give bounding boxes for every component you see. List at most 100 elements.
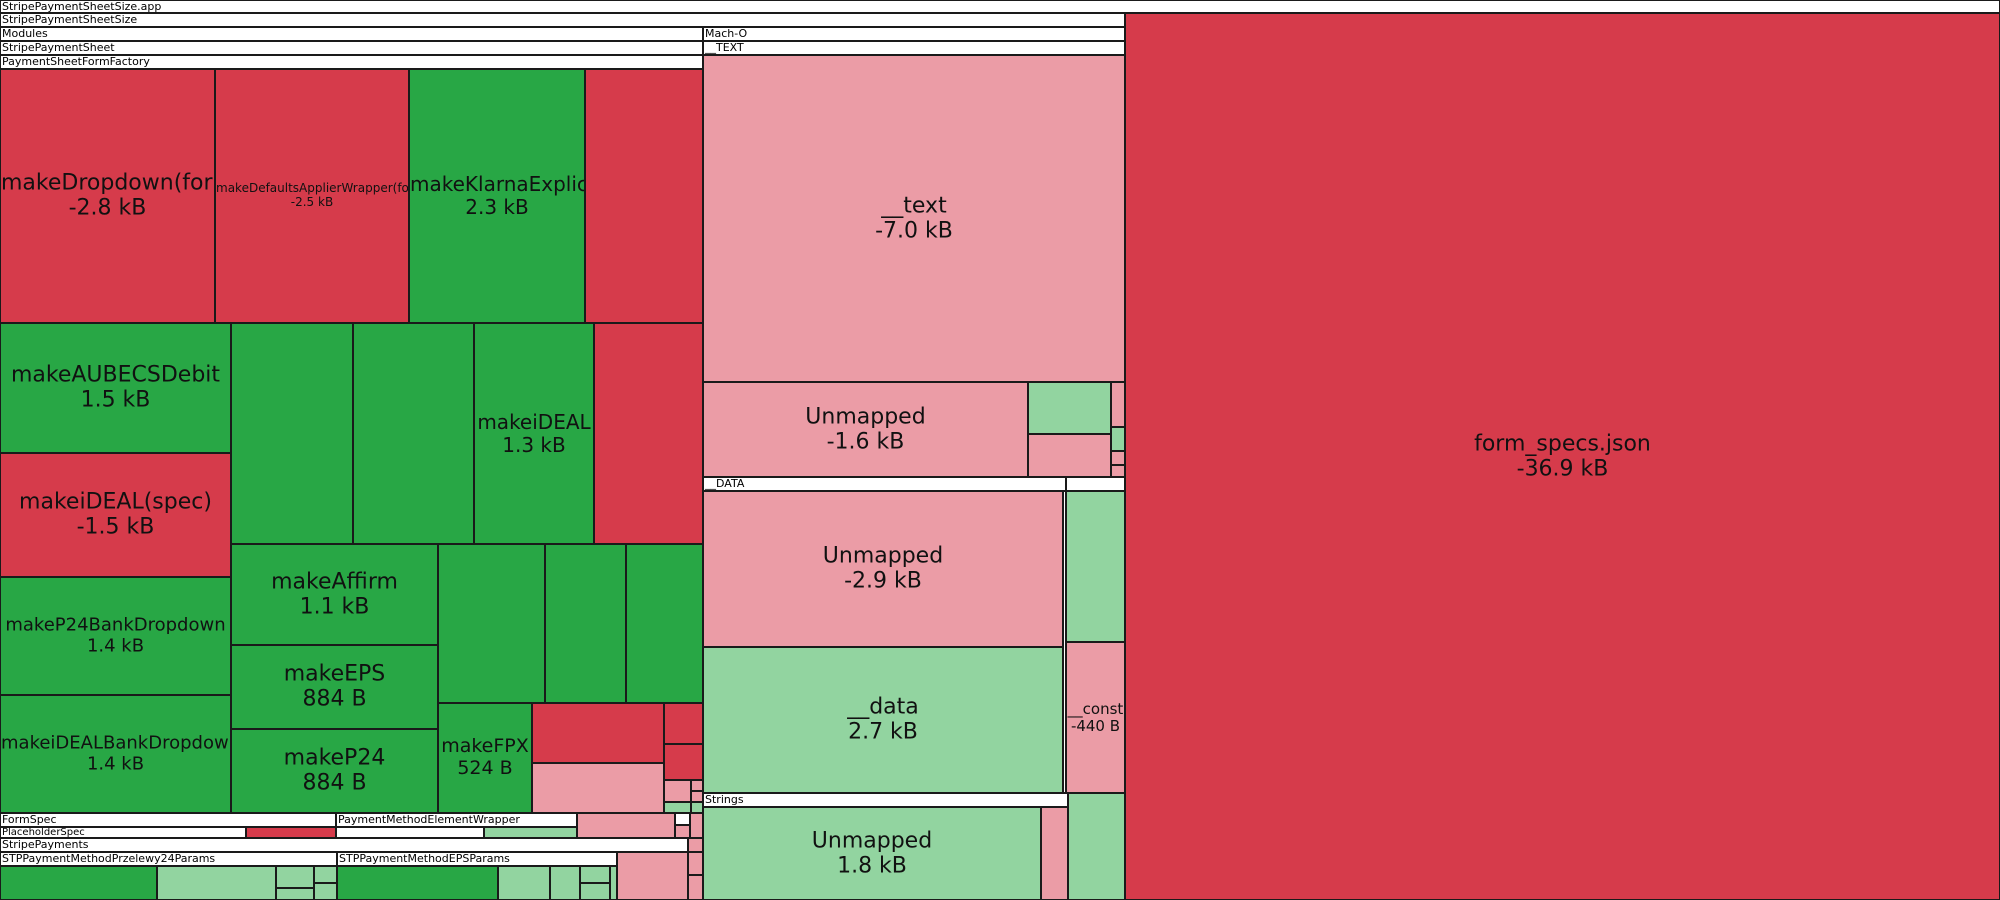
tile-function[interactable] xyxy=(532,763,664,813)
tile-function[interactable] xyxy=(664,703,703,744)
group-header-epsparams[interactable]: STPPaymentMethodEPSParams xyxy=(337,852,617,866)
tile-function[interactable] xyxy=(157,866,276,900)
tile-function[interactable] xyxy=(688,875,703,900)
tile-function[interactable] xyxy=(664,744,703,780)
tile-function[interactable] xyxy=(664,802,691,813)
tile-function[interactable] xyxy=(626,544,703,703)
tile-function[interactable] xyxy=(484,827,577,838)
tile-label: __text -7.0 kB xyxy=(875,193,953,244)
tile-make-fpx[interactable]: makeFPX 524 B xyxy=(438,703,532,813)
tile-data-divider[interactable] xyxy=(1063,491,1066,793)
tile-label: makeiDEAL(spec) -1.5 kB xyxy=(19,489,212,540)
tile-text-small[interactable] xyxy=(1111,451,1125,465)
group-header-binary[interactable]: StripePaymentSheetSize xyxy=(0,13,1125,27)
tile-text-section[interactable]: __text -7.0 kB xyxy=(703,55,1125,382)
tile-make-p24-bank-dropdown[interactable]: makeP24BankDropdown 1.4 kB xyxy=(0,577,231,695)
tile-make-klarna[interactable]: makeKlarnaExplicit 2.3 kB xyxy=(409,69,585,323)
tile-data[interactable]: __data 2.7 kB xyxy=(703,647,1063,793)
tile-function[interactable] xyxy=(336,827,484,838)
tile-label: makeFPX 524 B xyxy=(441,735,529,779)
tile-make-ideal[interactable]: makeiDEAL 1.3 kB xyxy=(474,323,594,544)
tile-text-small[interactable] xyxy=(1028,382,1111,434)
tile-function[interactable] xyxy=(691,802,703,813)
tile-label: makeiDEAL 1.3 kB xyxy=(477,409,591,457)
tile-const[interactable]: __const -440 B xyxy=(1066,642,1125,793)
tile-function[interactable] xyxy=(690,813,703,838)
group-header-data-segment[interactable]: __DATA xyxy=(703,477,1066,491)
tile-function[interactable] xyxy=(0,866,157,900)
tile-text-small[interactable] xyxy=(1111,427,1125,451)
group-header-stripepayments[interactable]: StripePayments xyxy=(0,838,688,852)
tile-function[interactable] xyxy=(580,866,610,883)
group-header-strings[interactable]: Strings xyxy=(703,793,1068,807)
tile-make-defaults-applier[interactable]: makeDefaultsApplierWrapper(for) -2.5 kB xyxy=(215,69,409,323)
tile-function[interactable] xyxy=(585,69,703,323)
tile-text-small[interactable] xyxy=(1111,465,1125,477)
tile-function[interactable] xyxy=(276,888,314,900)
tile-make-eps[interactable]: makeEPS 884 B xyxy=(231,645,438,729)
tile-strings-unmapped[interactable]: Unmapped 1.8 kB xyxy=(703,807,1041,900)
tile-label: makeAUBECSDebit 1.5 kB xyxy=(10,362,221,413)
group-header-modules[interactable]: Modules xyxy=(0,27,703,41)
group-header-paymentmethodelementwrapper[interactable]: PaymentMethodElementWrapper xyxy=(336,813,577,827)
tile-strings-small[interactable] xyxy=(1041,807,1068,900)
tile-label: form_specs.json -36.9 kB xyxy=(1474,431,1651,482)
tile-function[interactable] xyxy=(246,827,336,838)
tile-make-ideal-bank-dropdown[interactable]: makeiDEALBankDropdown 1.4 kB xyxy=(0,695,231,813)
tile-label: Unmapped 1.8 kB xyxy=(811,828,933,879)
tile-make-aubecs[interactable]: makeAUBECSDebit 1.5 kB xyxy=(0,323,231,453)
tile-label: makeDropdown(for) -2.8 kB xyxy=(1,170,215,221)
tile-label: makeP24BankDropdown 1.4 kB xyxy=(5,614,226,656)
tile-function[interactable] xyxy=(691,791,703,802)
tile-function[interactable] xyxy=(691,780,703,791)
tile-function[interactable] xyxy=(545,544,626,703)
tile-text-unmapped[interactable]: Unmapped -1.6 kB xyxy=(703,382,1028,477)
group-header-stripepaymentsheet[interactable]: StripePaymentSheet xyxy=(0,41,703,55)
tile-function[interactable] xyxy=(337,866,498,900)
group-header-placeholderspec[interactable]: PlaceholderSpec xyxy=(0,827,246,838)
group-header-app[interactable]: StripePaymentSheetSize.app xyxy=(0,0,2000,13)
tile-function[interactable] xyxy=(688,852,703,875)
tile-function[interactable] xyxy=(675,825,690,838)
tile-function[interactable] xyxy=(688,838,703,852)
tile-make-dropdown[interactable]: makeDropdown(for) -2.8 kB xyxy=(0,69,215,323)
tile-text-small[interactable] xyxy=(1111,382,1125,427)
tile-make-affirm[interactable]: makeAffirm 1.1 kB xyxy=(231,544,438,645)
tile-function[interactable] xyxy=(610,866,617,900)
tile-macho-small[interactable] xyxy=(1068,793,1125,900)
tile-function[interactable] xyxy=(498,866,550,900)
tile-function[interactable] xyxy=(577,813,675,838)
group-header-p24params[interactable]: STPPaymentMethodPrzelewy24Params xyxy=(0,852,337,866)
tile-function[interactable] xyxy=(314,883,337,900)
tile-label: makeKlarnaExplicit 2.3 kB xyxy=(410,172,585,219)
tile-text-small[interactable] xyxy=(1028,434,1111,477)
tile-label: makeDefaultsApplierWrapper(for) -2.5 kB xyxy=(216,181,409,209)
tile-make-p24[interactable]: makeP24 884 B xyxy=(231,729,438,813)
tile-function[interactable] xyxy=(231,323,353,544)
tile-label: makeEPS 884 B xyxy=(283,661,386,712)
tile-make-ideal-spec[interactable]: makeiDEAL(spec) -1.5 kB xyxy=(0,453,231,577)
tile-form-specs-json[interactable]: form_specs.json -36.9 kB xyxy=(1125,13,2000,900)
tile-function[interactable] xyxy=(617,852,688,900)
tile-function[interactable] xyxy=(532,703,664,763)
tile-label: __data 2.7 kB xyxy=(847,694,919,745)
group-header-data-right[interactable] xyxy=(1066,477,1125,491)
group-header-text-segment[interactable]: __TEXT xyxy=(703,41,1125,55)
tile-data-small[interactable] xyxy=(1066,491,1125,642)
tile-data-unmapped[interactable]: Unmapped -2.9 kB xyxy=(703,491,1063,647)
tile-function[interactable] xyxy=(353,323,474,544)
tile-function[interactable] xyxy=(550,866,580,900)
group-header-formspec[interactable]: FormSpec xyxy=(0,813,336,827)
tile-label: makeP24 884 B xyxy=(283,745,386,796)
group-header-paymentsheetformfactory[interactable]: PaymentSheetFormFactory xyxy=(0,55,703,69)
tile-function[interactable] xyxy=(675,813,690,825)
tile-function[interactable] xyxy=(664,780,691,802)
tile-function[interactable] xyxy=(438,544,545,703)
tile-function[interactable] xyxy=(314,866,337,883)
tile-function[interactable] xyxy=(580,883,610,900)
tile-function[interactable] xyxy=(276,866,314,888)
group-header-macho[interactable]: Mach-O xyxy=(703,27,1125,41)
tile-label: __const -440 B xyxy=(1067,699,1124,735)
tile-label: makeAffirm 1.1 kB xyxy=(271,569,398,620)
tile-function[interactable] xyxy=(594,323,703,544)
